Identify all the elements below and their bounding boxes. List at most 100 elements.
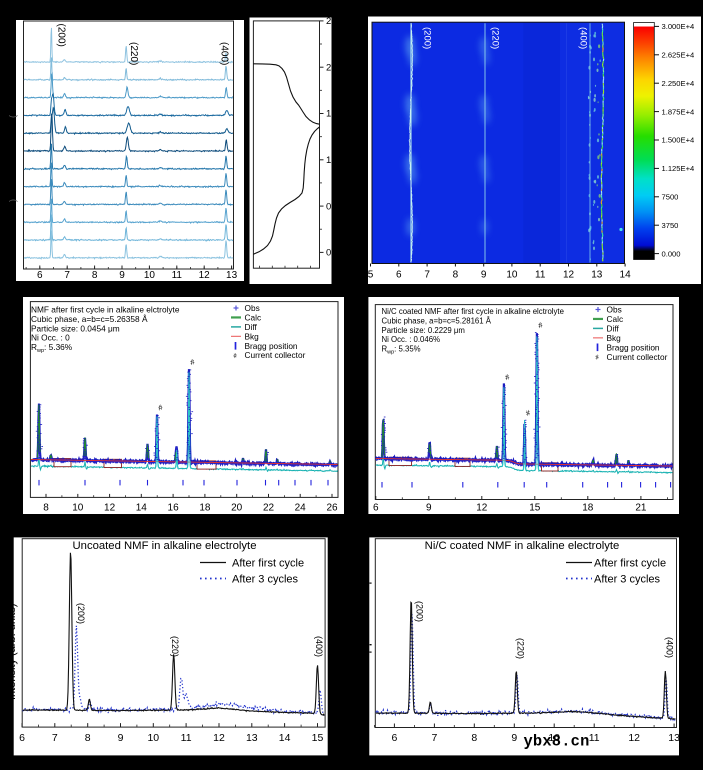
svg-text:13: 13 bbox=[591, 270, 603, 281]
svg-text:Ni/C coated NMF in alkaline el: Ni/C coated NMF in alkaline electrolyte bbox=[425, 540, 620, 552]
svg-text:Diff: Diff bbox=[607, 323, 620, 333]
svg-text:After 3 cycles: After 3 cycles bbox=[232, 574, 299, 586]
svg-text:15: 15 bbox=[312, 732, 324, 744]
svg-text:6: 6 bbox=[37, 270, 43, 281]
svg-text:10: 10 bbox=[548, 732, 560, 744]
svg-text:2.250E+4: 2.250E+4 bbox=[662, 79, 695, 88]
svg-text:6: 6 bbox=[396, 270, 402, 281]
svg-text:7500: 7500 bbox=[662, 193, 679, 202]
svg-text:3750: 3750 bbox=[662, 221, 679, 230]
svg-text:3.000E+4: 3.000E+4 bbox=[662, 22, 695, 31]
svg-text:Cubic phase, a=b=c=5.28161 Å: Cubic phase, a=b=c=5.28161 Å bbox=[382, 316, 492, 325]
svg-text:9: 9 bbox=[118, 732, 124, 744]
svg-text:13: 13 bbox=[246, 732, 258, 744]
svg-text:10: 10 bbox=[72, 503, 84, 514]
svg-text:22: 22 bbox=[263, 503, 275, 514]
svg-text:18: 18 bbox=[582, 503, 594, 514]
svg-text:Bragg position: Bragg position bbox=[245, 341, 298, 351]
svg-text:ybx8.cn: ybx8.cn bbox=[524, 733, 590, 751]
svg-text:0: 0 bbox=[326, 248, 331, 259]
svg-text:24: 24 bbox=[295, 503, 307, 514]
svg-text:16: 16 bbox=[168, 503, 180, 514]
svg-text:11: 11 bbox=[589, 732, 600, 744]
svg-text:Ni/C coated NMF after first cy: Ni/C coated NMF after first cycle in alk… bbox=[382, 307, 564, 316]
svg-text:8: 8 bbox=[92, 270, 98, 281]
svg-text:Ni Occ. : 0.046%: Ni Occ. : 0.046% bbox=[382, 335, 441, 344]
svg-text:21: 21 bbox=[635, 503, 647, 514]
svg-text:8: 8 bbox=[471, 732, 477, 744]
svg-text:18: 18 bbox=[199, 503, 211, 514]
svg-text:13: 13 bbox=[668, 732, 680, 744]
svg-text:26: 26 bbox=[326, 503, 338, 514]
svg-text:NMF after first cycle in alkal: NMF after first cycle in alkaline elctro… bbox=[31, 305, 180, 315]
svg-text:Obs: Obs bbox=[245, 303, 260, 313]
svg-text:7: 7 bbox=[64, 270, 70, 281]
svg-text:11: 11 bbox=[172, 270, 183, 281]
svg-text:#: # bbox=[233, 352, 239, 360]
svg-text:(220): (220) bbox=[516, 638, 526, 659]
svg-text:9: 9 bbox=[481, 270, 487, 281]
svg-text:14: 14 bbox=[620, 270, 632, 281]
svg-text:12: 12 bbox=[213, 732, 225, 744]
svg-text:1: 1 bbox=[326, 155, 331, 166]
svg-text:#: # bbox=[595, 354, 601, 362]
svg-text:): ) bbox=[9, 115, 19, 118]
svg-text:#: # bbox=[189, 357, 197, 367]
svg-text:7: 7 bbox=[52, 732, 58, 744]
svg-text:14: 14 bbox=[279, 732, 291, 744]
svg-text:Calc: Calc bbox=[607, 314, 624, 324]
svg-text:10: 10 bbox=[144, 270, 156, 281]
svg-text:#: # bbox=[525, 408, 533, 418]
svg-text:0: 0 bbox=[326, 201, 331, 212]
svg-text:14: 14 bbox=[136, 503, 148, 514]
svg-text:Uncoated NMF in alkaline elect: Uncoated NMF in alkaline electrolyte bbox=[73, 540, 257, 552]
svg-text:12: 12 bbox=[628, 732, 640, 744]
svg-text:1: 1 bbox=[326, 109, 331, 120]
svg-text:9: 9 bbox=[511, 732, 517, 744]
svg-text:(: ( bbox=[9, 199, 19, 202]
svg-text:Intensity (arb. units): Intensity (arb. units) bbox=[6, 603, 18, 700]
svg-text:8: 8 bbox=[453, 270, 459, 281]
svg-text:#: # bbox=[504, 372, 512, 382]
svg-text:(200): (200) bbox=[56, 24, 67, 47]
svg-text:(200): (200) bbox=[415, 601, 425, 622]
svg-text:13: 13 bbox=[226, 270, 238, 281]
svg-text:Particle size: 0.2229 μm: Particle size: 0.2229 μm bbox=[382, 326, 465, 335]
svg-text:After first cycle: After first cycle bbox=[594, 558, 666, 570]
svg-text:8: 8 bbox=[85, 732, 91, 744]
svg-text:Current collector: Current collector bbox=[245, 350, 306, 360]
svg-text:6: 6 bbox=[19, 732, 25, 744]
svg-text:0.000: 0.000 bbox=[662, 249, 681, 258]
svg-text:Bkg: Bkg bbox=[607, 333, 622, 343]
svg-text:10: 10 bbox=[147, 732, 159, 744]
svg-text:9: 9 bbox=[426, 503, 432, 514]
svg-text:#: # bbox=[537, 320, 545, 330]
svg-text:1.500E+4: 1.500E+4 bbox=[662, 136, 695, 145]
svg-text:7: 7 bbox=[431, 732, 437, 744]
svg-text:12: 12 bbox=[199, 270, 211, 281]
svg-text:After first cycle: After first cycle bbox=[232, 558, 304, 570]
svg-text:Cubic phase, a=b=c=5.26358 Å: Cubic phase, a=b=c=5.26358 Å bbox=[31, 314, 148, 324]
svg-text:6: 6 bbox=[391, 732, 397, 744]
svg-text:Ni Occ. : 0: Ni Occ. : 0 bbox=[31, 333, 70, 343]
svg-text:(400): (400) bbox=[219, 42, 230, 65]
svg-text:Rwp: 5.35%: Rwp: 5.35% bbox=[382, 345, 421, 356]
svg-text:7: 7 bbox=[424, 270, 430, 281]
svg-text:(200): (200) bbox=[76, 603, 86, 624]
svg-text:20: 20 bbox=[231, 503, 243, 514]
svg-text:Obs: Obs bbox=[607, 305, 622, 315]
svg-text:Bkg: Bkg bbox=[245, 331, 260, 341]
svg-text:(220): (220) bbox=[490, 27, 501, 49]
svg-text:#: # bbox=[157, 402, 165, 412]
svg-text:Current collector: Current collector bbox=[607, 352, 668, 362]
svg-text:6: 6 bbox=[373, 503, 379, 514]
svg-text:(200): (200) bbox=[422, 27, 433, 49]
svg-text:2.625E+4: 2.625E+4 bbox=[662, 51, 695, 60]
svg-text:12: 12 bbox=[476, 503, 488, 514]
svg-text:Diff: Diff bbox=[245, 322, 258, 332]
svg-text:1.125E+4: 1.125E+4 bbox=[662, 164, 695, 173]
svg-text:12: 12 bbox=[104, 503, 116, 514]
svg-text:11: 11 bbox=[181, 732, 192, 744]
svg-text:2: 2 bbox=[326, 16, 331, 27]
svg-text:(400): (400) bbox=[665, 637, 675, 658]
